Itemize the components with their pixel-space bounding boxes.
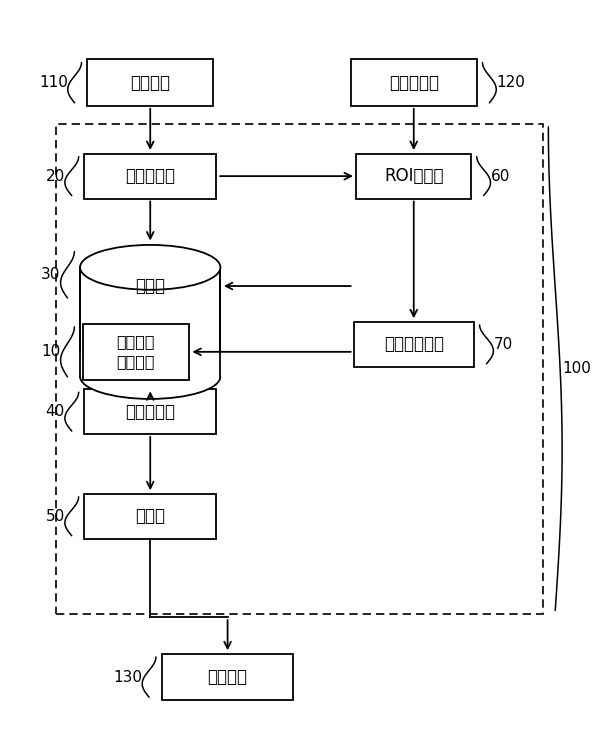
Text: ROI設定部: ROI設定部 bbox=[384, 167, 444, 185]
Text: 脳血流定量部: 脳血流定量部 bbox=[384, 336, 444, 353]
Bar bbox=[356, 153, 471, 199]
Text: 10: 10 bbox=[41, 344, 60, 359]
Text: 表示装置: 表示装置 bbox=[208, 668, 248, 686]
Bar bbox=[84, 153, 216, 199]
Bar bbox=[84, 494, 216, 539]
Text: 20: 20 bbox=[45, 169, 65, 184]
Text: 70: 70 bbox=[493, 337, 512, 352]
Text: 60: 60 bbox=[490, 169, 510, 184]
Bar bbox=[84, 389, 216, 434]
Text: 110: 110 bbox=[39, 75, 68, 90]
Bar bbox=[56, 124, 542, 614]
Text: 40: 40 bbox=[45, 404, 65, 419]
Text: 出力部: 出力部 bbox=[135, 507, 165, 525]
Bar bbox=[161, 654, 294, 700]
Text: 130: 130 bbox=[113, 670, 142, 685]
Text: 30: 30 bbox=[41, 268, 60, 282]
Text: 100: 100 bbox=[562, 361, 591, 376]
Bar bbox=[353, 322, 474, 367]
Bar bbox=[80, 268, 221, 376]
Text: 二次元核
医学画像: 二次元核 医学画像 bbox=[117, 334, 155, 369]
Ellipse shape bbox=[80, 245, 221, 290]
Text: 操作受付部: 操作受付部 bbox=[389, 73, 439, 91]
Text: 50: 50 bbox=[45, 509, 65, 524]
Bar bbox=[83, 324, 189, 380]
Bar bbox=[87, 60, 213, 106]
Ellipse shape bbox=[80, 354, 221, 399]
Text: 描画生成部: 描画生成部 bbox=[125, 403, 175, 420]
Text: 画像取得部: 画像取得部 bbox=[125, 167, 175, 185]
Bar bbox=[351, 60, 477, 106]
Text: 記憶部: 記憶部 bbox=[135, 277, 165, 295]
Text: 120: 120 bbox=[496, 75, 525, 90]
Bar bbox=[79, 352, 222, 376]
Text: 撮像装置: 撮像装置 bbox=[130, 73, 170, 91]
